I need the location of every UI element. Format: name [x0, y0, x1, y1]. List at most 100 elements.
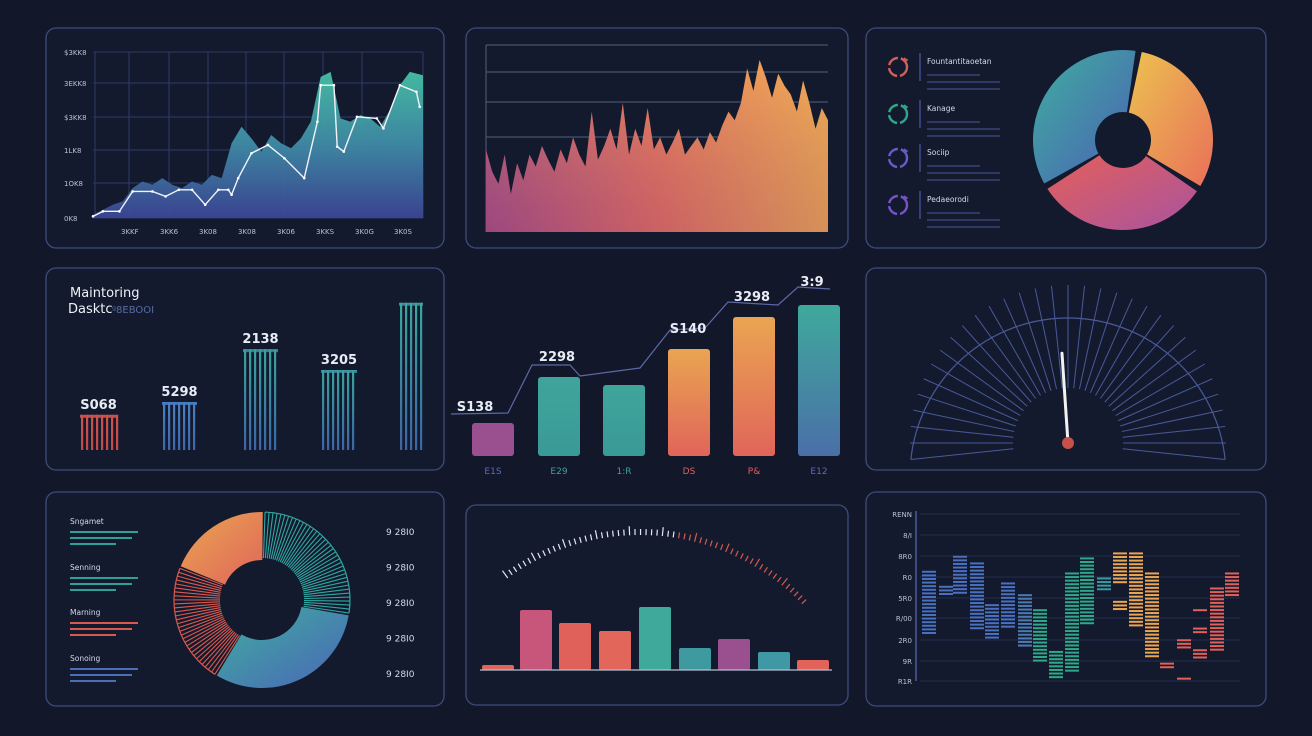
- pie-slice-hatch: [204, 631, 236, 668]
- bar-stripe: [332, 370, 335, 450]
- range-dash: [922, 581, 936, 584]
- range-dash: [1080, 564, 1094, 567]
- bar: [668, 349, 710, 456]
- pie-slice-3: [180, 512, 263, 585]
- pie-slice-hatch: [268, 513, 278, 559]
- y-tick-label: 8/I: [903, 532, 912, 540]
- range-dash: [922, 631, 936, 634]
- range-dash: [970, 584, 984, 587]
- range-dash: [953, 559, 967, 562]
- bar-stripe: [111, 414, 114, 450]
- arc-tick: [704, 538, 708, 545]
- range-dash: [1129, 552, 1143, 555]
- gauge-spoke: [930, 363, 1021, 416]
- bar-stripe: [173, 402, 176, 450]
- range-dash: [1065, 608, 1079, 611]
- y-tick-label: 1LK8: [64, 147, 81, 155]
- range-dash: [1001, 604, 1015, 607]
- range-dash: [1225, 579, 1239, 582]
- arc-tick: [768, 570, 773, 576]
- range-dash: [1145, 615, 1159, 618]
- range-dash: [1065, 658, 1079, 661]
- range-dash: [1065, 644, 1079, 647]
- pie-slice-hatch: [272, 514, 286, 560]
- dashboard-title-suffix: ᵍ8EBOOI: [112, 305, 154, 316]
- range-dash: [953, 591, 967, 594]
- range-dash: [1210, 627, 1224, 630]
- range-dash: [1065, 637, 1079, 640]
- arc-tick: [772, 573, 778, 579]
- bar: [679, 648, 711, 670]
- range-dash: [939, 589, 953, 592]
- arc-tick: [781, 577, 788, 586]
- range-dash: [1177, 677, 1191, 680]
- bar-stripe: [420, 302, 423, 450]
- range-dash: [1210, 587, 1224, 590]
- line-point: [355, 115, 359, 119]
- refresh-icon: [887, 56, 909, 78]
- range-dash: [1145, 630, 1159, 633]
- x-tick-label: DS: [683, 467, 696, 477]
- y-tick-label: $3KK8: [64, 49, 87, 57]
- range-dash: [1210, 645, 1224, 648]
- arc-tick: [606, 531, 609, 538]
- range-dash: [953, 562, 967, 565]
- arc-tick: [501, 570, 509, 579]
- range-dash: [1001, 589, 1015, 592]
- range-dash: [1225, 572, 1239, 575]
- pie-slice-hatch: [274, 515, 290, 561]
- range-dash: [1193, 656, 1207, 659]
- pie-slice-1: [216, 606, 349, 688]
- line-point: [236, 176, 240, 180]
- range-dash: [1145, 604, 1159, 607]
- range-dash: [1145, 619, 1159, 622]
- range-dash: [985, 607, 999, 610]
- gauge-spoke: [1104, 325, 1175, 403]
- legend-label: Sociip: [927, 148, 950, 157]
- bar-stripe: [410, 302, 413, 450]
- range-dash: [1129, 577, 1143, 580]
- range-column: [1018, 594, 1032, 647]
- range-dash: [1018, 640, 1032, 643]
- range-dash: [1049, 665, 1063, 668]
- range-dash: [1049, 654, 1063, 657]
- range-dash: [1097, 581, 1111, 584]
- bar-stripe: [352, 370, 355, 450]
- range-dash: [1113, 581, 1127, 584]
- y-tick-label: $3KK8: [64, 114, 87, 122]
- range-dash: [1145, 601, 1159, 604]
- range-dash: [1080, 607, 1094, 610]
- range-dash: [1210, 601, 1224, 604]
- arc-tick: [735, 550, 739, 557]
- line-point: [316, 120, 319, 124]
- pie-slice-hatch: [299, 561, 342, 583]
- range-dash: [1018, 601, 1032, 604]
- y-tick-label: 0K8: [64, 215, 78, 223]
- pie-slice-hatch: [277, 518, 297, 562]
- bar: [733, 317, 775, 456]
- arc-tick: [714, 542, 719, 549]
- pie-slice-hatch: [176, 608, 222, 621]
- pie-slice-hatch: [303, 596, 350, 600]
- line-series: [92, 84, 421, 217]
- gauge-spoke: [988, 305, 1041, 396]
- y-tick-label: R/00: [896, 615, 912, 623]
- pie-slice-hatch: [176, 579, 222, 591]
- pie-slice-hatch: [196, 627, 232, 660]
- bar-data-label: 3298: [734, 290, 770, 305]
- range-dash: [1129, 610, 1143, 613]
- arc-tick: [542, 550, 546, 557]
- bar-stripe: [188, 402, 191, 450]
- x-tick-label: 3KKS: [316, 228, 335, 236]
- range-dash: [970, 594, 984, 597]
- bar-stripe: [274, 349, 277, 450]
- range-dash: [922, 588, 936, 591]
- range-dash: [953, 573, 967, 576]
- range-dash: [1065, 655, 1079, 658]
- pie-slice-2: [1032, 49, 1136, 184]
- line-point: [375, 117, 379, 120]
- arc-tick: [789, 587, 795, 593]
- range-dash: [1033, 648, 1047, 651]
- range-dash: [1018, 619, 1032, 622]
- range-dash: [1001, 618, 1015, 621]
